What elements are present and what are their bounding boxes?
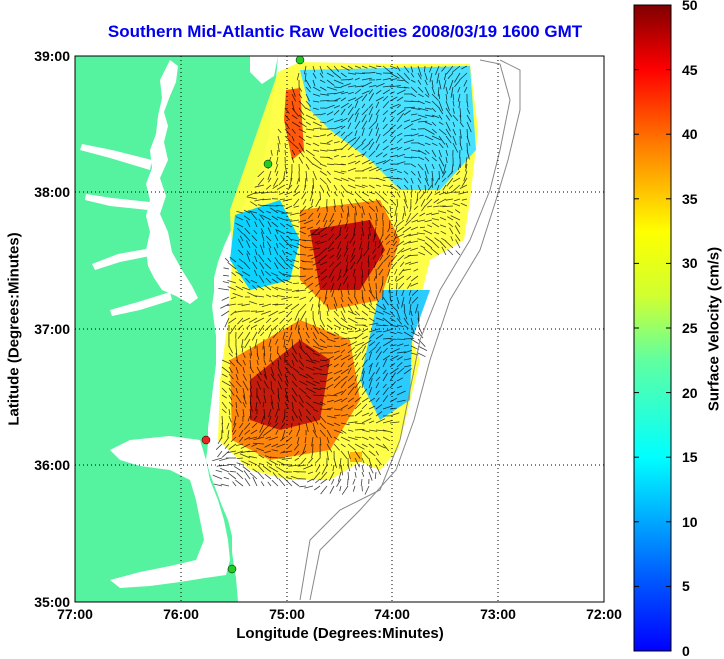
- colorbar-label: Surface Velocity (cm/s): [705, 246, 723, 412]
- colorbar-tick-label: 5: [682, 578, 690, 595]
- plot-frame: [74, 55, 605, 603]
- x-tick-label: 74:00: [374, 606, 410, 622]
- x-tick-label: 75:00: [269, 606, 305, 622]
- y-axis-label: Latitude (Degrees:Minutes): [5, 232, 23, 426]
- x-tick-label: 72:00: [586, 606, 622, 622]
- y-tick-label: 39:00: [34, 48, 70, 64]
- station-marker: [295, 55, 305, 65]
- colorbar-tick-label: 15: [682, 449, 698, 466]
- station-marker: [227, 564, 237, 574]
- chesapeake-bay: [146, 60, 198, 304]
- y-tick-label: 37:00: [34, 321, 70, 337]
- y-tick-label: 38:00: [34, 184, 70, 200]
- colorbar-tick-label: 0: [682, 643, 690, 659]
- colorbar-tick-label: 45: [682, 61, 698, 78]
- colorbar-tick-label: 20: [682, 384, 698, 401]
- colorbar-tick-label: 40: [682, 126, 698, 143]
- station-marker: [263, 159, 273, 169]
- x-axis-label: Longitude (Degrees:Minutes): [236, 625, 444, 642]
- x-tick-label: 73:00: [480, 606, 516, 622]
- y-tick-label: 35:00: [34, 594, 70, 610]
- colorbar-tick-label: 35: [682, 190, 698, 207]
- station-marker: [201, 435, 211, 445]
- colorbar: [633, 4, 672, 652]
- y-tick-label: 36:00: [34, 457, 70, 473]
- x-tick-label: 76:00: [163, 606, 199, 622]
- grid-lines: [75, 56, 604, 602]
- pamlico-sound: [110, 436, 230, 588]
- colorbar-tick-label: 50: [682, 0, 698, 13]
- velocity-arrows: [212, 65, 472, 495]
- colorbar-tick-label: 25: [682, 320, 698, 336]
- map-title: Southern Mid-Atlantic Raw Velocities 200…: [107, 22, 583, 41]
- colorbar-tick-label: 10: [682, 513, 698, 530]
- x-tick-label: 77:00: [57, 606, 93, 622]
- colorbar-tick-label: 30: [682, 255, 698, 272]
